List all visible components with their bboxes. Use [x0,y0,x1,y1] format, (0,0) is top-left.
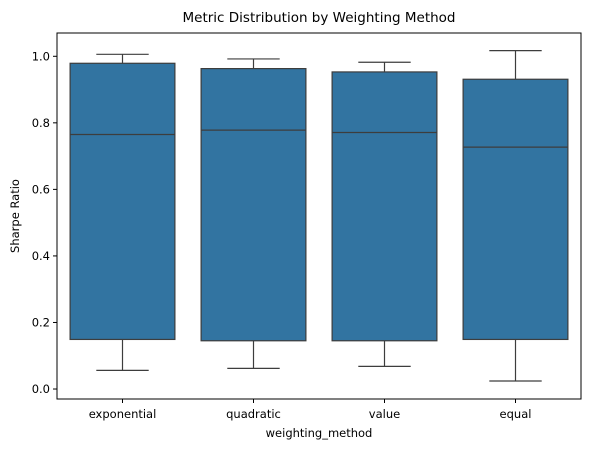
iqr-box [200,68,307,342]
y-tick-label: 0.2 [32,315,50,329]
box-value [331,61,438,367]
x-tick-label: equal [500,407,532,421]
x-axis-label: weighting_method [266,426,373,440]
y-tick-label: 1.0 [32,49,50,63]
x-tick-label: value [369,407,400,421]
y-axis-label: Sharpe Ratio [8,179,22,253]
iqr-box [331,71,438,342]
iqr-box [69,62,176,341]
box-exponential [69,53,176,371]
y-tick-label: 0.6 [32,182,50,196]
chart-title: Metric Distribution by Weighting Method [183,10,456,26]
plot-area [69,50,569,382]
y-tick-label: 0.0 [32,382,50,396]
y-axis: 0.0 0.2 0.4 0.6 0.8 1.0 [32,49,57,396]
box-equal [462,50,569,382]
box-quadratic [200,58,307,369]
x-axis: exponential quadratic value equal [89,399,532,421]
y-tick-label: 0.4 [32,249,50,263]
y-tick-label: 0.8 [32,116,50,130]
iqr-box [462,78,569,341]
x-tick-label: quadratic [226,407,281,421]
plot-frame [56,32,582,400]
x-tick-label: exponential [89,407,157,421]
